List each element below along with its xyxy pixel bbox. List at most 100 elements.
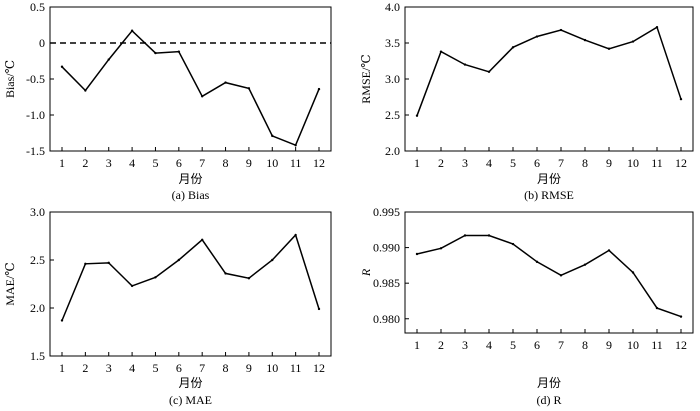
data-point: [583, 38, 587, 42]
x-tick-label: 7: [199, 156, 205, 170]
data-point: [535, 35, 539, 38]
y-tick-label: 2.0: [30, 301, 45, 315]
x-tick-label: 1: [414, 338, 420, 352]
x-axis-label: 月份: [537, 172, 561, 186]
x-tick-label: 3: [462, 338, 468, 352]
series-line: [61, 233, 320, 321]
data-point: [583, 263, 587, 266]
x-tick-label: 10: [627, 156, 639, 170]
y-axis-label: RMSE/℃: [359, 54, 373, 103]
x-tick-label: 2: [82, 361, 88, 375]
data-point: [415, 252, 419, 256]
data-point: [317, 87, 321, 91]
y-tick-label: 0.980: [373, 312, 400, 326]
x-tick-label: 12: [675, 338, 687, 352]
x-tick-label: 12: [313, 156, 325, 170]
data-point: [655, 25, 659, 29]
y-tick-label: 3.0: [385, 72, 400, 86]
data-point: [463, 234, 467, 237]
x-tick-label: 10: [266, 361, 278, 375]
y-tick-label: 3.5: [385, 36, 400, 50]
data-point: [511, 242, 515, 246]
y-tick-label: 0.985: [373, 276, 400, 290]
x-tick-label: 3: [106, 156, 112, 170]
x-tick-label: 9: [246, 156, 252, 170]
x-tick-label: 12: [675, 156, 687, 170]
x-tick-label: 4: [129, 361, 135, 375]
data-point: [559, 28, 563, 32]
data-point: [294, 144, 297, 147]
x-tick-label: 1: [414, 156, 420, 170]
x-axis-label: 月份: [537, 376, 561, 390]
data-point: [607, 47, 611, 50]
data-point: [271, 258, 274, 262]
y-axis-label: Bias/℃: [3, 60, 17, 98]
x-tick-label: 6: [534, 338, 540, 352]
y-tick-label: 0.990: [373, 241, 400, 255]
x-tick-label: 11: [290, 156, 302, 170]
x-tick-label: 6: [176, 156, 182, 170]
x-tick-label: 5: [510, 338, 516, 352]
data-point: [130, 29, 134, 32]
data-point: [679, 315, 683, 318]
x-tick-label: 11: [290, 361, 302, 375]
x-tick-label: 4: [486, 338, 492, 352]
data-point: [487, 234, 491, 237]
x-tick-label: 7: [558, 338, 564, 352]
data-point: [224, 81, 227, 84]
x-tick-label: 12: [313, 361, 325, 375]
data-point: [154, 51, 157, 55]
panel-2: 4.03.53.02.52.01 2 3 4 5 6 7 8 9 10 11 12月份RMSE/℃(b…: [359, 0, 694, 202]
x-tick-label: 5: [152, 156, 158, 170]
data-point: [317, 307, 321, 311]
y-tick-label: 2.5: [385, 108, 400, 122]
data-point: [84, 89, 87, 92]
data-point: [224, 272, 227, 275]
data-point: [154, 276, 157, 279]
x-tick-label: 1: [59, 361, 65, 375]
data-point: [200, 238, 204, 242]
x-tick-label: 8: [223, 156, 229, 170]
y-tick-label: 3.0: [30, 205, 45, 219]
data-point: [271, 134, 274, 138]
series-line: [61, 29, 320, 147]
x-tick-label: 6: [534, 156, 540, 170]
panel-caption: (a) Bias: [172, 188, 210, 202]
data-point: [679, 97, 683, 101]
panel-caption: (c) MAE: [169, 393, 212, 407]
x-tick-label: 10: [627, 338, 639, 352]
x-axis-label: 月份: [178, 172, 202, 186]
data-point: [200, 95, 204, 98]
x-tick-label: 2: [82, 156, 88, 170]
data-point: [439, 50, 443, 53]
plot-frame: [49, 211, 332, 357]
y-tick-label: 2.0: [385, 144, 400, 158]
x-tick-label: 9: [606, 156, 612, 170]
series-line: [416, 26, 682, 116]
x-tick-label: 3: [106, 361, 112, 375]
y-tick-label: 4.0: [385, 0, 400, 14]
x-tick-label: 8: [582, 338, 588, 352]
x-tick-label: 3: [462, 156, 468, 170]
plot-frame: [49, 6, 332, 152]
y-tick-label: -1.5: [26, 144, 45, 158]
data-point: [655, 306, 659, 310]
data-point: [463, 63, 467, 66]
data-point: [247, 87, 251, 90]
data-point: [631, 40, 635, 43]
x-tick-label: 9: [246, 361, 252, 375]
x-tick-label: 11: [651, 338, 663, 352]
x-tick-label: 4: [129, 156, 135, 170]
x-tick-label: 7: [199, 361, 205, 375]
y-tick-label: -1.0: [26, 108, 45, 122]
panel-caption: (d) R: [537, 393, 562, 407]
x-tick-label: 8: [223, 361, 229, 375]
data-point: [247, 277, 251, 280]
data-point: [631, 271, 635, 274]
x-tick-label: 7: [558, 156, 564, 170]
data-point: [294, 233, 297, 237]
x-tick-label: 10: [266, 156, 278, 170]
